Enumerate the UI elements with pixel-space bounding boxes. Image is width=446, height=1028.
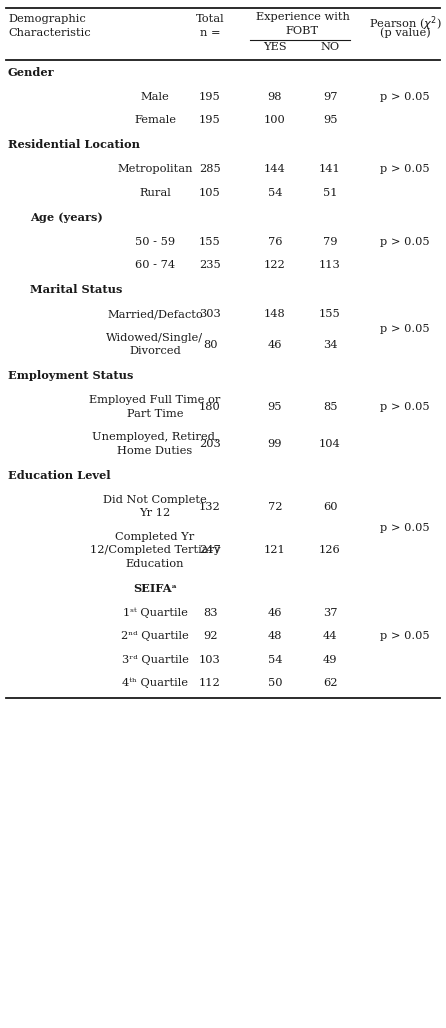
Text: 195: 195 xyxy=(199,115,221,125)
Text: 122: 122 xyxy=(264,260,286,270)
Text: 97: 97 xyxy=(323,91,337,102)
Text: 235: 235 xyxy=(199,260,221,270)
Text: Did Not Complete: Did Not Complete xyxy=(103,494,207,505)
Text: 50: 50 xyxy=(268,678,282,689)
Text: 62: 62 xyxy=(323,678,337,689)
Text: p > 0.05: p > 0.05 xyxy=(380,91,430,102)
Text: 105: 105 xyxy=(199,188,221,197)
Text: p > 0.05: p > 0.05 xyxy=(380,164,430,175)
Text: Experience with: Experience with xyxy=(256,12,349,22)
Text: 80: 80 xyxy=(203,339,217,350)
Text: 44: 44 xyxy=(323,631,337,641)
Text: 104: 104 xyxy=(319,439,341,449)
Text: Total: Total xyxy=(196,14,224,24)
Text: 155: 155 xyxy=(199,236,221,247)
Text: Age (years): Age (years) xyxy=(30,212,103,223)
Text: p > 0.05: p > 0.05 xyxy=(380,325,430,334)
Text: 51: 51 xyxy=(323,188,337,197)
Text: 113: 113 xyxy=(319,260,341,270)
Text: Female: Female xyxy=(134,115,176,125)
Text: 144: 144 xyxy=(264,164,286,175)
Text: 54: 54 xyxy=(268,655,282,665)
Text: Education: Education xyxy=(126,559,184,568)
Text: Gender: Gender xyxy=(8,67,54,78)
Text: 155: 155 xyxy=(319,309,341,320)
Text: p > 0.05: p > 0.05 xyxy=(380,236,430,247)
Text: 34: 34 xyxy=(323,339,337,350)
Text: Unemployed, Retired,: Unemployed, Retired, xyxy=(92,432,218,442)
Text: n =: n = xyxy=(200,28,220,37)
Text: Education Level: Education Level xyxy=(8,470,111,481)
Text: 285: 285 xyxy=(199,164,221,175)
Text: Home Duties: Home Duties xyxy=(117,446,193,455)
Text: 99: 99 xyxy=(268,439,282,449)
Text: 37: 37 xyxy=(323,608,337,618)
Text: Metropolitan: Metropolitan xyxy=(117,164,193,175)
Text: 3ʳᵈ Quartile: 3ʳᵈ Quartile xyxy=(122,655,189,665)
Text: Part Time: Part Time xyxy=(127,409,183,418)
Text: 95: 95 xyxy=(323,115,337,125)
Text: p > 0.05: p > 0.05 xyxy=(380,402,430,412)
Text: 60 - 74: 60 - 74 xyxy=(135,260,175,270)
Text: Residential Location: Residential Location xyxy=(8,139,140,150)
Text: p > 0.05: p > 0.05 xyxy=(380,631,430,641)
Text: Completed Yr: Completed Yr xyxy=(116,531,194,542)
Text: SEIFAᵃ: SEIFAᵃ xyxy=(133,583,177,594)
Text: 76: 76 xyxy=(268,236,282,247)
Text: Widowed/Single/: Widowed/Single/ xyxy=(107,333,203,342)
Text: p > 0.05: p > 0.05 xyxy=(380,523,430,534)
Text: 141: 141 xyxy=(319,164,341,175)
Text: 180: 180 xyxy=(199,402,221,412)
Text: Employment Status: Employment Status xyxy=(8,370,133,381)
Text: 54: 54 xyxy=(268,188,282,197)
Text: 85: 85 xyxy=(323,402,337,412)
Text: Marital Status: Marital Status xyxy=(30,285,122,295)
Text: NO: NO xyxy=(320,42,339,52)
Text: 50 - 59: 50 - 59 xyxy=(135,236,175,247)
Text: FOBT: FOBT xyxy=(286,26,319,36)
Text: Characteristic: Characteristic xyxy=(8,28,91,37)
Text: 112: 112 xyxy=(199,678,221,689)
Text: Demographic: Demographic xyxy=(8,14,86,24)
Text: 121: 121 xyxy=(264,545,286,555)
Text: 46: 46 xyxy=(268,608,282,618)
Text: 46: 46 xyxy=(268,339,282,350)
Text: 132: 132 xyxy=(199,502,221,512)
Text: 72: 72 xyxy=(268,502,282,512)
Text: 48: 48 xyxy=(268,631,282,641)
Text: Divorced: Divorced xyxy=(129,346,181,357)
Text: 95: 95 xyxy=(268,402,282,412)
Text: Male: Male xyxy=(140,91,169,102)
Text: Yr 12: Yr 12 xyxy=(139,508,171,518)
Text: 126: 126 xyxy=(319,545,341,555)
Text: 98: 98 xyxy=(268,91,282,102)
Text: 12/Completed Tertiary: 12/Completed Tertiary xyxy=(90,545,220,555)
Text: YES: YES xyxy=(263,42,287,52)
Text: 148: 148 xyxy=(264,309,286,320)
Text: 83: 83 xyxy=(203,608,217,618)
Text: 195: 195 xyxy=(199,91,221,102)
Text: Rural: Rural xyxy=(139,188,171,197)
Text: Pearson ($\chi^2$): Pearson ($\chi^2$) xyxy=(368,14,442,33)
Text: 4ᵗʰ Quartile: 4ᵗʰ Quartile xyxy=(122,678,188,689)
Text: 60: 60 xyxy=(323,502,337,512)
Text: 203: 203 xyxy=(199,439,221,449)
Text: (p value): (p value) xyxy=(380,28,430,38)
Text: 100: 100 xyxy=(264,115,286,125)
Text: 49: 49 xyxy=(323,655,337,665)
Text: 92: 92 xyxy=(203,631,217,641)
Text: 1ˢᵗ Quartile: 1ˢᵗ Quartile xyxy=(123,608,187,618)
Text: Employed Full Time or: Employed Full Time or xyxy=(89,395,221,405)
Text: 303: 303 xyxy=(199,309,221,320)
Text: 103: 103 xyxy=(199,655,221,665)
Text: 79: 79 xyxy=(323,236,337,247)
Text: Married/Defacto: Married/Defacto xyxy=(107,309,203,320)
Text: 2ⁿᵈ Quartile: 2ⁿᵈ Quartile xyxy=(121,631,189,641)
Text: 247: 247 xyxy=(199,545,221,555)
